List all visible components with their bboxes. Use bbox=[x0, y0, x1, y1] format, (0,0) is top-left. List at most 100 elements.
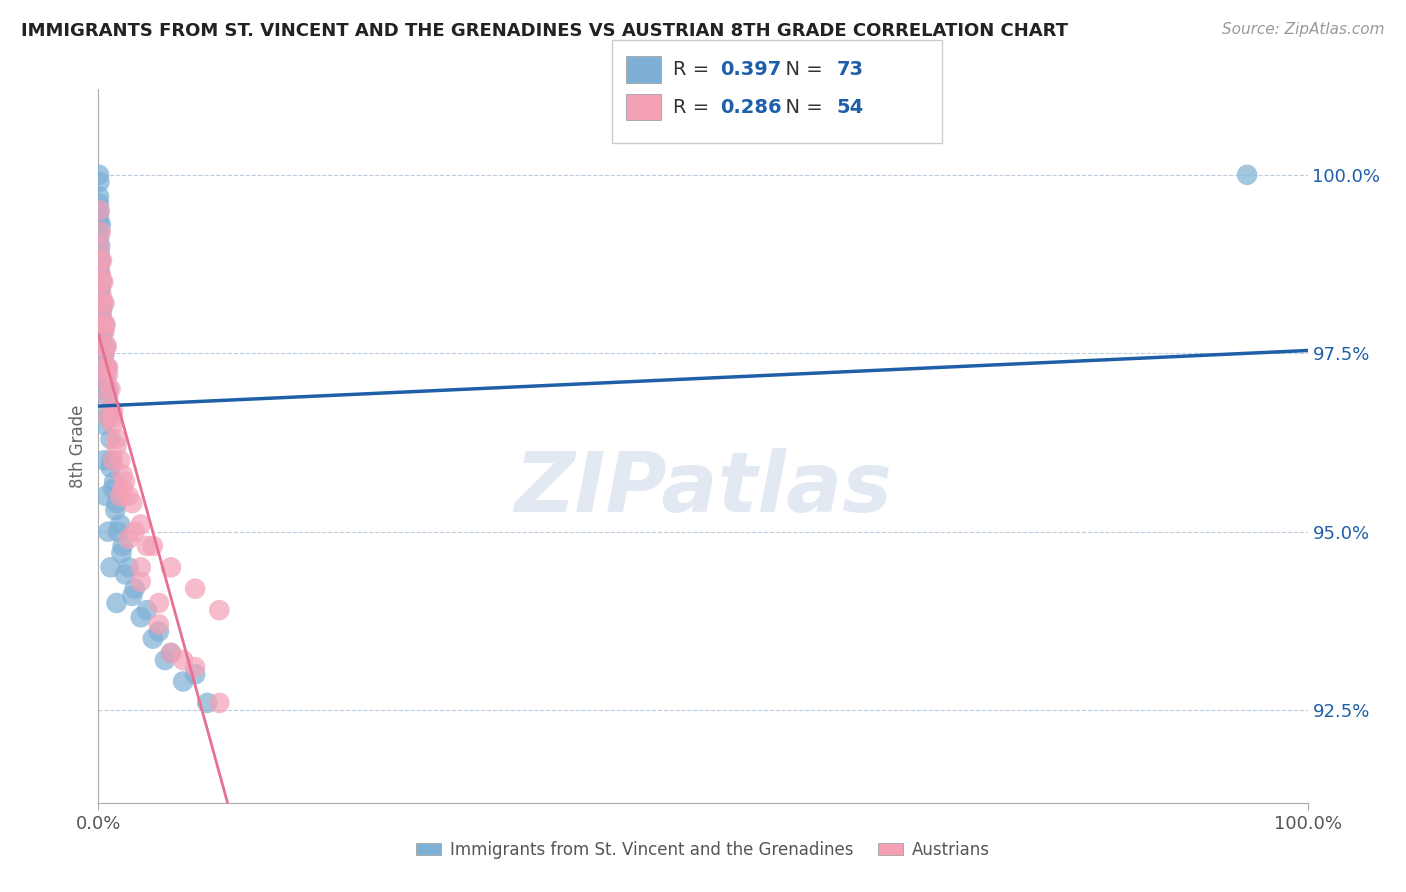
Point bbox=[91, 296, 114, 310]
Point bbox=[90, 275, 112, 289]
Point bbox=[172, 674, 194, 689]
Point bbox=[94, 368, 117, 382]
Point bbox=[100, 453, 122, 467]
Point bbox=[195, 696, 218, 710]
Point bbox=[91, 382, 114, 396]
Point bbox=[87, 196, 110, 211]
Point bbox=[108, 489, 131, 503]
Point bbox=[129, 574, 152, 589]
Point bbox=[97, 382, 120, 396]
Point bbox=[100, 560, 122, 574]
Point bbox=[89, 246, 111, 260]
Point bbox=[89, 253, 111, 268]
Point bbox=[160, 560, 183, 574]
Point bbox=[108, 453, 131, 467]
Point bbox=[184, 667, 207, 681]
Point bbox=[184, 582, 207, 596]
Point bbox=[104, 503, 127, 517]
Point bbox=[114, 567, 136, 582]
Point bbox=[96, 389, 118, 403]
Point bbox=[105, 439, 128, 453]
Point bbox=[107, 524, 129, 539]
Text: N =: N = bbox=[773, 97, 830, 117]
Text: R =: R = bbox=[673, 60, 716, 79]
Point bbox=[93, 375, 115, 389]
Point bbox=[111, 482, 134, 496]
Point bbox=[87, 232, 110, 246]
Text: 73: 73 bbox=[837, 60, 863, 79]
Point bbox=[101, 410, 124, 425]
Point bbox=[90, 282, 112, 296]
Point bbox=[97, 360, 120, 375]
Point bbox=[101, 417, 124, 432]
Point bbox=[93, 346, 115, 360]
Text: R =: R = bbox=[673, 97, 716, 117]
Point bbox=[110, 546, 132, 560]
Point bbox=[90, 346, 112, 360]
Point bbox=[118, 489, 141, 503]
Point bbox=[153, 653, 176, 667]
Point bbox=[111, 467, 134, 482]
Point bbox=[91, 289, 114, 303]
Point bbox=[91, 332, 114, 346]
Point bbox=[101, 403, 124, 417]
Point bbox=[89, 203, 111, 218]
Point bbox=[89, 268, 111, 282]
Point bbox=[91, 310, 114, 325]
Point bbox=[87, 253, 110, 268]
Point bbox=[129, 517, 152, 532]
Point bbox=[121, 496, 143, 510]
Point bbox=[94, 318, 117, 332]
Point bbox=[89, 310, 111, 325]
Point bbox=[90, 310, 112, 325]
Point bbox=[96, 339, 118, 353]
Point bbox=[94, 339, 117, 353]
Point bbox=[135, 539, 157, 553]
Point bbox=[121, 589, 143, 603]
Point bbox=[91, 275, 114, 289]
Point bbox=[129, 560, 152, 574]
Point bbox=[97, 410, 120, 425]
Point bbox=[90, 218, 112, 232]
Point bbox=[101, 482, 124, 496]
Point bbox=[97, 368, 120, 382]
Point bbox=[89, 175, 111, 189]
Point bbox=[96, 360, 118, 375]
Point bbox=[148, 596, 170, 610]
Point bbox=[90, 253, 112, 268]
Point bbox=[93, 318, 115, 332]
Point bbox=[89, 260, 111, 275]
Point bbox=[97, 389, 120, 403]
Point bbox=[142, 632, 165, 646]
Point bbox=[91, 303, 114, 318]
Point bbox=[208, 603, 231, 617]
Point bbox=[111, 539, 134, 553]
Point bbox=[135, 603, 157, 617]
Point bbox=[96, 360, 118, 375]
Point bbox=[105, 496, 128, 510]
Point bbox=[93, 453, 115, 467]
Point bbox=[124, 524, 146, 539]
Point bbox=[118, 560, 141, 574]
Text: 0.397: 0.397 bbox=[720, 60, 782, 79]
Point bbox=[90, 225, 112, 239]
Point bbox=[91, 296, 114, 310]
Text: IMMIGRANTS FROM ST. VINCENT AND THE GRENADINES VS AUSTRIAN 8TH GRADE CORRELATION: IMMIGRANTS FROM ST. VINCENT AND THE GREN… bbox=[21, 22, 1069, 40]
Text: 0.286: 0.286 bbox=[720, 97, 782, 117]
Point bbox=[87, 168, 110, 182]
Point bbox=[89, 225, 111, 239]
Point bbox=[89, 239, 111, 253]
Point bbox=[94, 489, 117, 503]
Point bbox=[91, 360, 114, 375]
Point bbox=[184, 660, 207, 674]
Point bbox=[124, 582, 146, 596]
Point bbox=[105, 596, 128, 610]
Point bbox=[87, 211, 110, 225]
Point bbox=[208, 696, 231, 710]
Legend: Immigrants from St. Vincent and the Grenadines, Austrians: Immigrants from St. Vincent and the Gren… bbox=[409, 835, 997, 866]
Point bbox=[105, 432, 128, 446]
Point bbox=[87, 218, 110, 232]
Point bbox=[172, 653, 194, 667]
Text: N =: N = bbox=[773, 60, 830, 79]
Point bbox=[98, 403, 121, 417]
